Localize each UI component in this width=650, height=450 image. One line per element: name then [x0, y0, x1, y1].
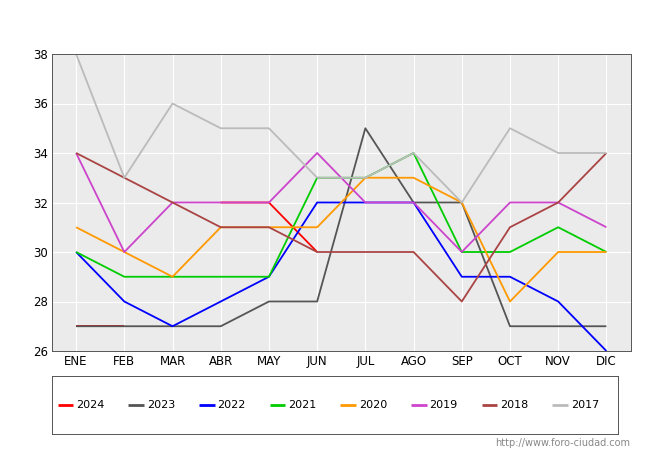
Text: Afiliados en Granyena de les Garrigues a 31/5/2024: Afiliados en Granyena de les Garrigues a…: [111, 14, 540, 33]
Text: 2020: 2020: [359, 400, 387, 410]
Text: 2022: 2022: [217, 400, 246, 410]
Text: 2019: 2019: [430, 400, 458, 410]
Text: 2023: 2023: [147, 400, 175, 410]
Text: 2021: 2021: [288, 400, 317, 410]
Text: 2018: 2018: [500, 400, 528, 410]
Text: 2017: 2017: [571, 400, 599, 410]
Text: 2024: 2024: [76, 400, 105, 410]
Text: http://www.foro-ciudad.com: http://www.foro-ciudad.com: [495, 438, 630, 448]
